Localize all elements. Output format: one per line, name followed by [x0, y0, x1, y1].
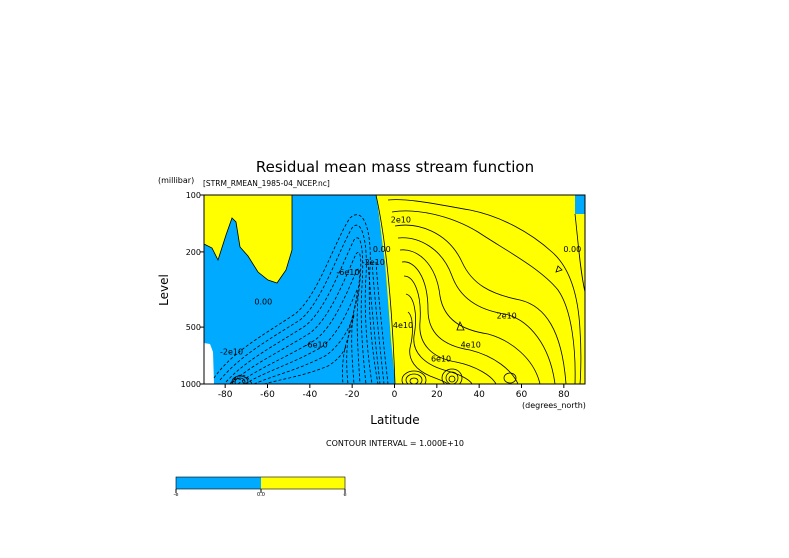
- contour-label: -6e10: [336, 268, 359, 277]
- x-unit-label: (degrees_north): [522, 401, 586, 410]
- contour-line: [574, 213, 585, 293]
- x-tick-label: -40: [302, 390, 317, 400]
- y-axis-label: Level: [157, 274, 171, 306]
- chart-subtitle: [STRM_RMEAN_1985-04_NCEP.nc]: [203, 179, 330, 188]
- contour-line: [456, 321, 465, 331]
- contour-label: 4e10: [461, 340, 481, 349]
- contour-line: [225, 237, 367, 384]
- x-axis-label: Latitude: [370, 413, 419, 427]
- contour-label: -2e10: [220, 348, 243, 357]
- y-unit-label: (millibar): [158, 176, 194, 185]
- contour-label: 2e10: [497, 311, 517, 320]
- negative-region-north: [575, 195, 585, 214]
- contour-ring: [441, 368, 463, 384]
- contour-label: 0.00: [373, 245, 391, 254]
- contour-line: [371, 261, 385, 384]
- contour-ring: [445, 371, 459, 384]
- contour-label: 6e10: [431, 354, 451, 363]
- colorbar-label-zero: 0.0: [257, 492, 265, 498]
- colorbar-label-max: e: [343, 492, 346, 498]
- contour-ring: [409, 377, 419, 384]
- positive-contours: [375, 195, 585, 384]
- y-tick-label: 100: [186, 191, 201, 200]
- surface-contours: [231, 368, 517, 384]
- contour-label: 2e10: [391, 216, 411, 225]
- x-tick-label: -20: [345, 390, 360, 400]
- contour-line: [375, 261, 389, 384]
- contour-ring: [231, 375, 249, 384]
- x-axis: -80 -60 -40 -20 0 20 40 60 80: [218, 384, 570, 400]
- x-tick-label: 0: [392, 390, 398, 400]
- contour-ring: [448, 375, 456, 383]
- contour-line: [399, 249, 541, 384]
- y-axis: 100 200 500 1000: [181, 191, 204, 389]
- contour-line: [367, 261, 381, 384]
- contour-ring: [234, 377, 246, 384]
- chart-title: Residual mean mass stream function: [256, 158, 534, 176]
- contour-ring: [401, 370, 427, 384]
- contour-line: [219, 225, 373, 384]
- contour-line: [231, 374, 253, 384]
- contour-label: 4e10: [393, 321, 413, 330]
- colorbar-label-min: -e: [174, 492, 179, 498]
- contour-line: [405, 293, 473, 384]
- zero-contour: [204, 195, 293, 284]
- contour-line: [237, 268, 361, 384]
- contour-line: [555, 265, 563, 273]
- contour-line: [253, 313, 355, 384]
- contour-line: [403, 275, 497, 384]
- y-tick-label: 1000: [181, 380, 201, 389]
- x-tick-label: -60: [260, 390, 275, 400]
- contour-line: [263, 345, 347, 384]
- x-tick-label: 80: [558, 390, 570, 400]
- x-tick-label: 60: [516, 390, 528, 400]
- contour-line: [213, 214, 379, 384]
- y-tick-label: 500: [186, 323, 201, 332]
- contour-line: [375, 195, 396, 384]
- contour-ring: [503, 372, 517, 384]
- contour-line: [394, 224, 567, 384]
- contour-interval-text: CONTOUR INTERVAL = 1.000E+10: [326, 439, 464, 448]
- contour-line: [387, 199, 582, 384]
- plot-area: 0.00-2e10-6e10-6e10-2e100.002e102e104e10…: [203, 194, 586, 385]
- contour-label: 0.00: [563, 245, 581, 254]
- contour-line: [231, 251, 362, 384]
- contour-line: [407, 311, 449, 384]
- missing-data-patch: [204, 343, 214, 384]
- contour-label: -2e10: [362, 258, 385, 267]
- contour-line: [391, 210, 576, 384]
- contour-line: [401, 261, 519, 384]
- negative-region: [204, 195, 395, 384]
- contour-line: [229, 378, 245, 384]
- contour-labels: 0.00-2e10-6e10-6e10-2e100.002e102e104e10…: [220, 216, 581, 364]
- contour-label: 0.00: [254, 298, 272, 307]
- x-tick-label: -80: [218, 390, 233, 400]
- colorbar-positive-swatch: [261, 477, 345, 489]
- colorbar: -e 0.0 e: [174, 476, 347, 498]
- colorbar-negative-swatch: [176, 477, 261, 489]
- x-tick-label: 20: [431, 390, 443, 400]
- negative-contours: [213, 214, 389, 384]
- contour-ring: [405, 373, 423, 384]
- contour-label: -6e10: [305, 340, 328, 349]
- contour-line: [397, 237, 556, 384]
- x-tick-label: 40: [473, 390, 485, 400]
- y-tick-label: 200: [186, 248, 201, 257]
